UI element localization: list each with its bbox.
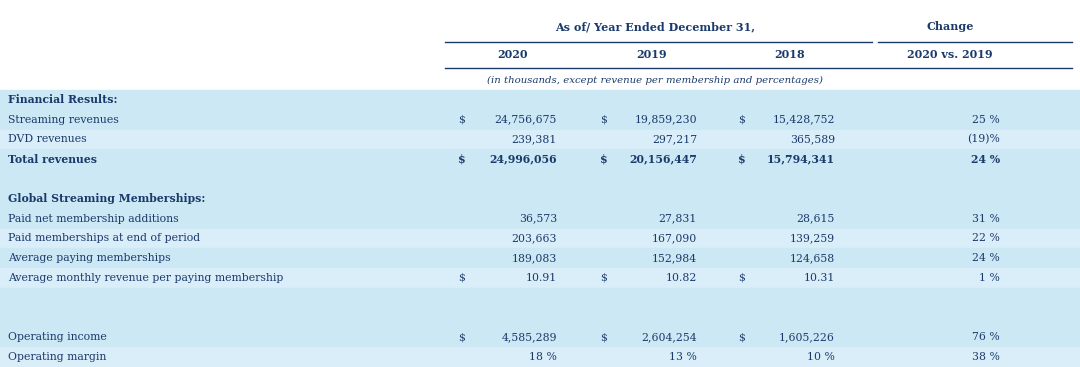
Bar — [0, 268, 1080, 288]
Bar — [0, 248, 1080, 268]
Text: 19,859,230: 19,859,230 — [634, 115, 697, 125]
Text: 13 %: 13 % — [670, 352, 697, 362]
Bar — [0, 189, 1080, 209]
Text: 10.31: 10.31 — [804, 273, 835, 283]
Text: 22 %: 22 % — [972, 233, 1000, 243]
Bar — [0, 90, 1080, 110]
Text: $: $ — [600, 154, 608, 165]
Text: Average paying memberships: Average paying memberships — [8, 253, 171, 263]
Text: 2018: 2018 — [774, 50, 806, 61]
Bar — [0, 110, 1080, 130]
Bar — [0, 0, 1080, 90]
Text: 167,090: 167,090 — [651, 233, 697, 243]
Text: 15,794,341: 15,794,341 — [767, 154, 835, 165]
Text: Average monthly revenue per paying membership: Average monthly revenue per paying membe… — [8, 273, 283, 283]
Text: $: $ — [738, 333, 745, 342]
Text: 10 %: 10 % — [807, 352, 835, 362]
Text: 31 %: 31 % — [972, 214, 1000, 224]
Text: 38 %: 38 % — [972, 352, 1000, 362]
Text: $: $ — [458, 154, 465, 165]
Text: $: $ — [738, 154, 745, 165]
Text: 124,658: 124,658 — [789, 253, 835, 263]
Text: 18 %: 18 % — [529, 352, 557, 362]
Bar — [0, 308, 1080, 327]
Bar — [0, 347, 1080, 367]
Text: 24,996,056: 24,996,056 — [489, 154, 557, 165]
Text: 28,615: 28,615 — [797, 214, 835, 224]
Text: $: $ — [600, 273, 607, 283]
Text: Global Streaming Memberships:: Global Streaming Memberships: — [8, 193, 205, 204]
Text: Change: Change — [927, 22, 974, 33]
Text: $: $ — [738, 273, 745, 283]
Bar — [0, 327, 1080, 347]
Text: 25 %: 25 % — [972, 115, 1000, 125]
Text: Paid memberships at end of period: Paid memberships at end of period — [8, 233, 200, 243]
Text: 2020: 2020 — [497, 50, 527, 61]
Text: Paid net membership additions: Paid net membership additions — [8, 214, 178, 224]
Text: 1 %: 1 % — [980, 273, 1000, 283]
Text: 4,585,289: 4,585,289 — [501, 333, 557, 342]
Text: $: $ — [600, 333, 607, 342]
Text: 24 %: 24 % — [972, 253, 1000, 263]
Text: $: $ — [458, 333, 464, 342]
Text: (19)%: (19)% — [967, 134, 1000, 145]
Text: Streaming revenues: Streaming revenues — [8, 115, 119, 125]
Bar — [0, 130, 1080, 149]
Text: 239,381: 239,381 — [512, 134, 557, 145]
Text: Operating income: Operating income — [8, 333, 107, 342]
Text: 297,217: 297,217 — [652, 134, 697, 145]
Bar — [0, 229, 1080, 248]
Text: 76 %: 76 % — [972, 333, 1000, 342]
Text: 10.91: 10.91 — [526, 273, 557, 283]
Text: 2,604,254: 2,604,254 — [642, 333, 697, 342]
Text: 36,573: 36,573 — [518, 214, 557, 224]
Text: Total revenues: Total revenues — [8, 154, 97, 165]
Text: 15,428,752: 15,428,752 — [772, 115, 835, 125]
Bar — [0, 149, 1080, 169]
Text: 27,831: 27,831 — [659, 214, 697, 224]
Text: Operating margin: Operating margin — [8, 352, 106, 362]
Text: 139,259: 139,259 — [789, 233, 835, 243]
Text: 2020 vs. 2019: 2020 vs. 2019 — [907, 50, 993, 61]
Text: As of/ Year Ended December 31,: As of/ Year Ended December 31, — [555, 22, 755, 33]
Bar — [0, 288, 1080, 308]
Text: $: $ — [458, 115, 464, 125]
Text: 24 %: 24 % — [971, 154, 1000, 165]
Text: 189,083: 189,083 — [512, 253, 557, 263]
Text: 365,589: 365,589 — [789, 134, 835, 145]
Text: 24,756,675: 24,756,675 — [495, 115, 557, 125]
Text: $: $ — [458, 273, 464, 283]
Text: 10.82: 10.82 — [665, 273, 697, 283]
Bar — [0, 209, 1080, 229]
Text: 20,156,447: 20,156,447 — [630, 154, 697, 165]
Text: 2019: 2019 — [637, 50, 667, 61]
Text: Financial Results:: Financial Results: — [8, 94, 118, 105]
Text: (in thousands, except revenue per membership and percentages): (in thousands, except revenue per member… — [487, 76, 823, 84]
Text: $: $ — [738, 115, 745, 125]
Text: 203,663: 203,663 — [512, 233, 557, 243]
Text: 152,984: 152,984 — [652, 253, 697, 263]
Bar — [0, 169, 1080, 189]
Text: $: $ — [600, 115, 607, 125]
Text: DVD revenues: DVD revenues — [8, 134, 86, 145]
Text: 1,605,226: 1,605,226 — [779, 333, 835, 342]
